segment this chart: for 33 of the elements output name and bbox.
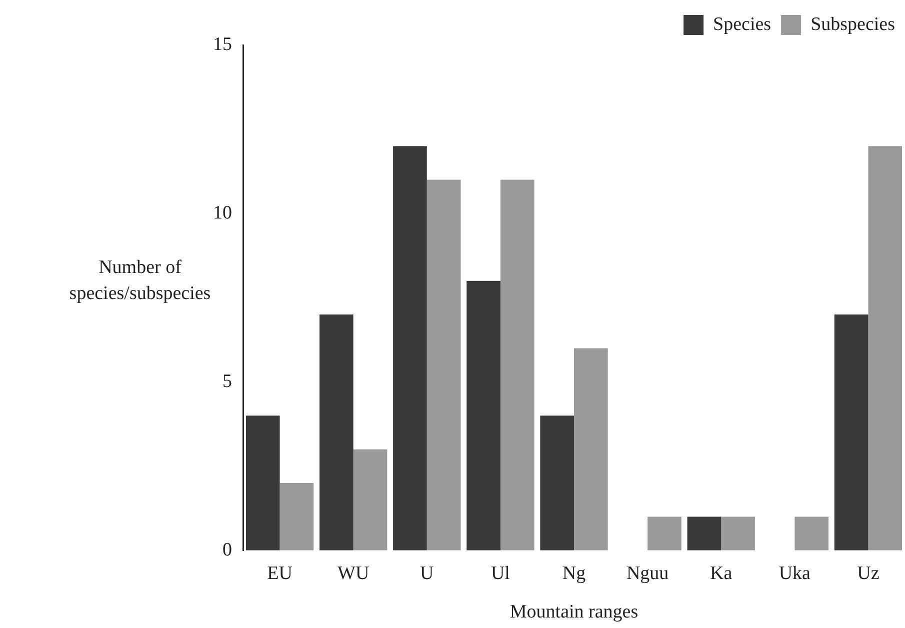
bar (868, 146, 902, 550)
bar (500, 180, 534, 550)
x-tick-label: Ka (710, 562, 733, 584)
x-tick-label: Nguu (626, 562, 670, 584)
bar (721, 516, 755, 550)
bar (320, 314, 354, 550)
bar (540, 416, 574, 550)
x-tick-label: Uka (778, 562, 812, 584)
bar (794, 516, 828, 550)
bar (280, 483, 314, 550)
x-tick-label: U (420, 562, 434, 584)
bar (648, 516, 682, 550)
bar (393, 146, 427, 550)
y-tick-label: 5 (222, 370, 232, 392)
bar (426, 180, 461, 550)
x-tick-label: Ul (490, 562, 510, 584)
legend-label: Subspecies (810, 14, 896, 35)
y-tick-label: 10 (213, 202, 232, 224)
bar (687, 516, 722, 550)
bar (466, 280, 500, 550)
bar (246, 416, 280, 550)
y-axis-title: Number of species/subspecies (68, 256, 212, 306)
x-tick-label: Ng (562, 562, 586, 584)
x-tick-label: EU (267, 562, 293, 584)
bar (574, 348, 608, 550)
y-tick-label: 0 (222, 539, 232, 560)
legend-label: Species (713, 14, 772, 35)
y-tick-label: 15 (213, 34, 232, 55)
x-axis-title: Mountain ranges (510, 602, 638, 623)
bar (834, 314, 868, 550)
bar (353, 449, 388, 550)
x-tick-label: Uz (857, 562, 880, 584)
x-tick-label: WU (338, 562, 370, 584)
